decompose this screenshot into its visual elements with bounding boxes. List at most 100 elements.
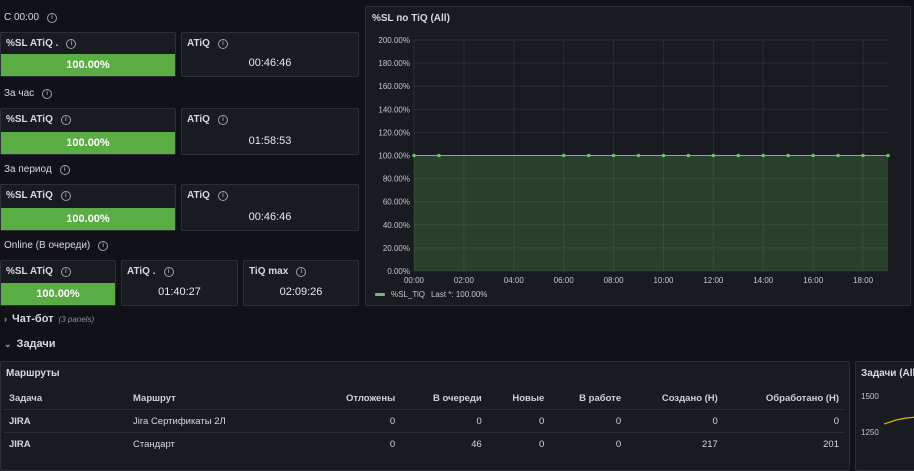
panel-atiq-period[interactable]: ATiQ i 00:46:46 <box>181 184 359 231</box>
sl-value: 100.00% <box>66 137 110 149</box>
x-tick-label: 00:00 <box>404 276 425 285</box>
column-header[interactable]: Задача <box>9 392 43 404</box>
y-tick-label: 0.00% <box>387 267 410 276</box>
panel-title: %SL ATiQ . i <box>6 38 77 49</box>
x-tick-label: 16:00 <box>803 276 824 285</box>
panel-tasks-all[interactable]: Задачи (All) 1500 1250 <box>855 361 914 471</box>
panel-title: %SL ATiQ i <box>6 114 71 125</box>
panel-title: %SL ATiQ i <box>6 190 71 201</box>
info-icon[interactable]: i <box>217 114 228 125</box>
y-tick-label: 140.00% <box>378 105 410 114</box>
sl-value: 100.00% <box>66 59 110 71</box>
panel-sl-today[interactable]: %SL ATiQ . i 100.00% <box>0 32 176 77</box>
x-tick-label: 06:00 <box>554 276 575 285</box>
chart-legend[interactable]: %SL_TiQ Last *: 100.00% <box>375 290 487 299</box>
panel-title: %SL ATiQ i <box>6 266 71 277</box>
data-point <box>611 153 616 158</box>
panel-atiq-hour[interactable]: ATiQ i 01:58:53 <box>181 108 359 155</box>
table-cell: 0 <box>401 409 488 433</box>
panel-title: ATiQ i <box>187 190 228 201</box>
data-point <box>761 153 766 158</box>
table-cell: 0 <box>627 409 724 433</box>
info-icon[interactable]: i <box>217 38 228 49</box>
info-icon[interactable]: i <box>66 38 77 49</box>
y-tick-label: 60.00% <box>383 198 410 207</box>
row-title-hour[interactable]: За час i <box>4 88 53 99</box>
x-tick-label: 18:00 <box>853 276 874 285</box>
row-title-online[interactable]: Online (В очереди) i <box>4 240 109 251</box>
y-tick-label: 120.00% <box>378 128 410 137</box>
x-tick-label: 10:00 <box>653 276 674 285</box>
column-header[interactable]: Отложены <box>345 392 396 404</box>
info-icon[interactable]: i <box>59 164 70 175</box>
sl-value: 100.00% <box>36 288 80 300</box>
table-cell: 217 <box>627 432 724 455</box>
row-title-label: За период <box>4 164 52 175</box>
info-icon[interactable]: i <box>60 266 71 277</box>
row-title-today[interactable]: С 00:00 i <box>4 12 58 23</box>
series-area-fill <box>414 155 888 271</box>
panel-title: ATiQ i <box>187 114 228 125</box>
panel-atiq-online[interactable]: ATiQ . i 01:40:27 <box>121 260 238 306</box>
chart-panel-sl-tiq[interactable]: %SL по TiQ (All) 0.00% 20.00% 40.00% 60.00%… <box>365 6 911 306</box>
tasks-all-series-line <box>884 416 914 425</box>
tasks-all-ytick: 1500 <box>861 392 879 401</box>
info-icon[interactable]: i <box>60 190 71 201</box>
column-header[interactable]: Маршрут <box>133 392 176 404</box>
data-point <box>661 153 666 158</box>
tiq-max-value: 02:09:26 <box>279 286 323 298</box>
table-cell: 0 <box>314 432 402 455</box>
data-point <box>686 153 691 158</box>
row-title-period[interactable]: За период i <box>4 164 70 175</box>
column-header[interactable]: Новые <box>512 392 545 404</box>
data-point <box>412 153 416 158</box>
y-tick-label: 100.00% <box>378 152 410 161</box>
panel-title-label: %SL ATiQ <box>6 114 53 125</box>
panel-sl-period[interactable]: %SL ATiQ i 100.00% <box>0 184 176 231</box>
row-tasks[interactable]: ⌄ Задачи <box>4 338 56 350</box>
info-icon[interactable]: i <box>47 12 58 23</box>
data-point <box>636 153 641 158</box>
column-header[interactable]: В работе <box>579 392 622 404</box>
x-tick-label: 12:00 <box>703 276 724 285</box>
panel-routes[interactable]: Маршруты Задача Маршрут Отложены В очере… <box>0 361 850 471</box>
data-point <box>437 153 441 158</box>
sl-value: 100.00% <box>66 213 110 225</box>
info-icon[interactable]: i <box>296 266 307 277</box>
table-cell: 0 <box>550 432 628 455</box>
data-point <box>811 153 815 158</box>
info-icon[interactable]: i <box>217 190 228 201</box>
row-chatbot[interactable]: › Чат-бот (3 panels) <box>4 313 94 325</box>
info-icon[interactable]: i <box>163 266 174 277</box>
panel-title-label: TiQ max <box>249 266 289 277</box>
data-point <box>736 153 741 158</box>
panel-atiq-today[interactable]: ATiQ i 00:46:46 <box>181 32 359 77</box>
y-tick-label: 200.00% <box>378 36 410 45</box>
row-title-label: С 00:00 <box>4 12 40 23</box>
routes-table: Задача Маршрут Отложены В очереди Новые … <box>3 387 845 455</box>
panel-title-label: ATiQ <box>187 190 210 201</box>
info-icon[interactable]: i <box>42 88 53 99</box>
column-header[interactable]: В очереди <box>432 392 482 404</box>
table-cell: 0 <box>723 409 845 433</box>
table-cell: JIRA <box>3 432 127 455</box>
legend-swatch <box>375 293 385 296</box>
y-tick-label: 160.00% <box>378 82 410 91</box>
atiq-value: 00:46:46 <box>248 211 292 223</box>
table-cell: 0 <box>487 432 551 455</box>
panel-title: ATiQ . i <box>127 266 174 277</box>
info-icon[interactable]: i <box>60 114 71 125</box>
panel-title-label: ATiQ <box>187 38 210 49</box>
column-header[interactable]: Создано (Н) <box>661 392 718 404</box>
panel-title: ATiQ i <box>187 38 228 49</box>
panel-tiq-max[interactable]: TiQ max i 02:09:26 <box>243 260 359 306</box>
row-tasks-title: Задачи <box>16 338 56 350</box>
sl-gauge-bar: 100.00% <box>1 132 175 154</box>
row-title-label: Online (В очереди) <box>4 240 91 251</box>
atiq-value: 01:40:27 <box>158 286 201 298</box>
panel-sl-online[interactable]: %SL ATiQ i 100.00% <box>0 260 116 306</box>
column-header[interactable]: Обработано (Н) <box>765 392 839 404</box>
data-point <box>861 153 865 158</box>
panel-sl-hour[interactable]: %SL ATiQ i 100.00% <box>0 108 176 155</box>
info-icon[interactable]: i <box>98 240 109 251</box>
